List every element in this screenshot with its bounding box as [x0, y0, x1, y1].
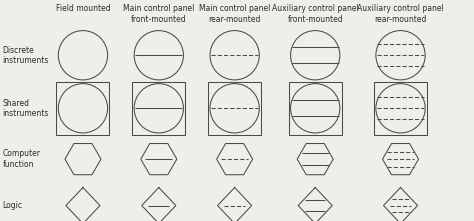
Bar	[374, 82, 427, 135]
Text: Computer
function: Computer function	[2, 149, 40, 169]
Text: Shared
instruments: Shared instruments	[2, 99, 49, 118]
Bar	[208, 82, 261, 135]
Text: Logic: Logic	[2, 201, 22, 210]
Bar	[132, 82, 185, 135]
Text: Field mounted: Field mounted	[55, 4, 110, 13]
Text: Discrete
instruments: Discrete instruments	[2, 46, 49, 65]
Text: Main control panel
front-mounted: Main control panel front-mounted	[123, 4, 194, 24]
Text: Main control panel
rear-mounted: Main control panel rear-mounted	[199, 4, 270, 24]
Text: Auxiliary control panel
front-mounted: Auxiliary control panel front-mounted	[272, 4, 359, 24]
Bar	[289, 82, 342, 135]
Text: Auxiliary control panel
rear-mounted: Auxiliary control panel rear-mounted	[357, 4, 444, 24]
Bar	[56, 82, 109, 135]
